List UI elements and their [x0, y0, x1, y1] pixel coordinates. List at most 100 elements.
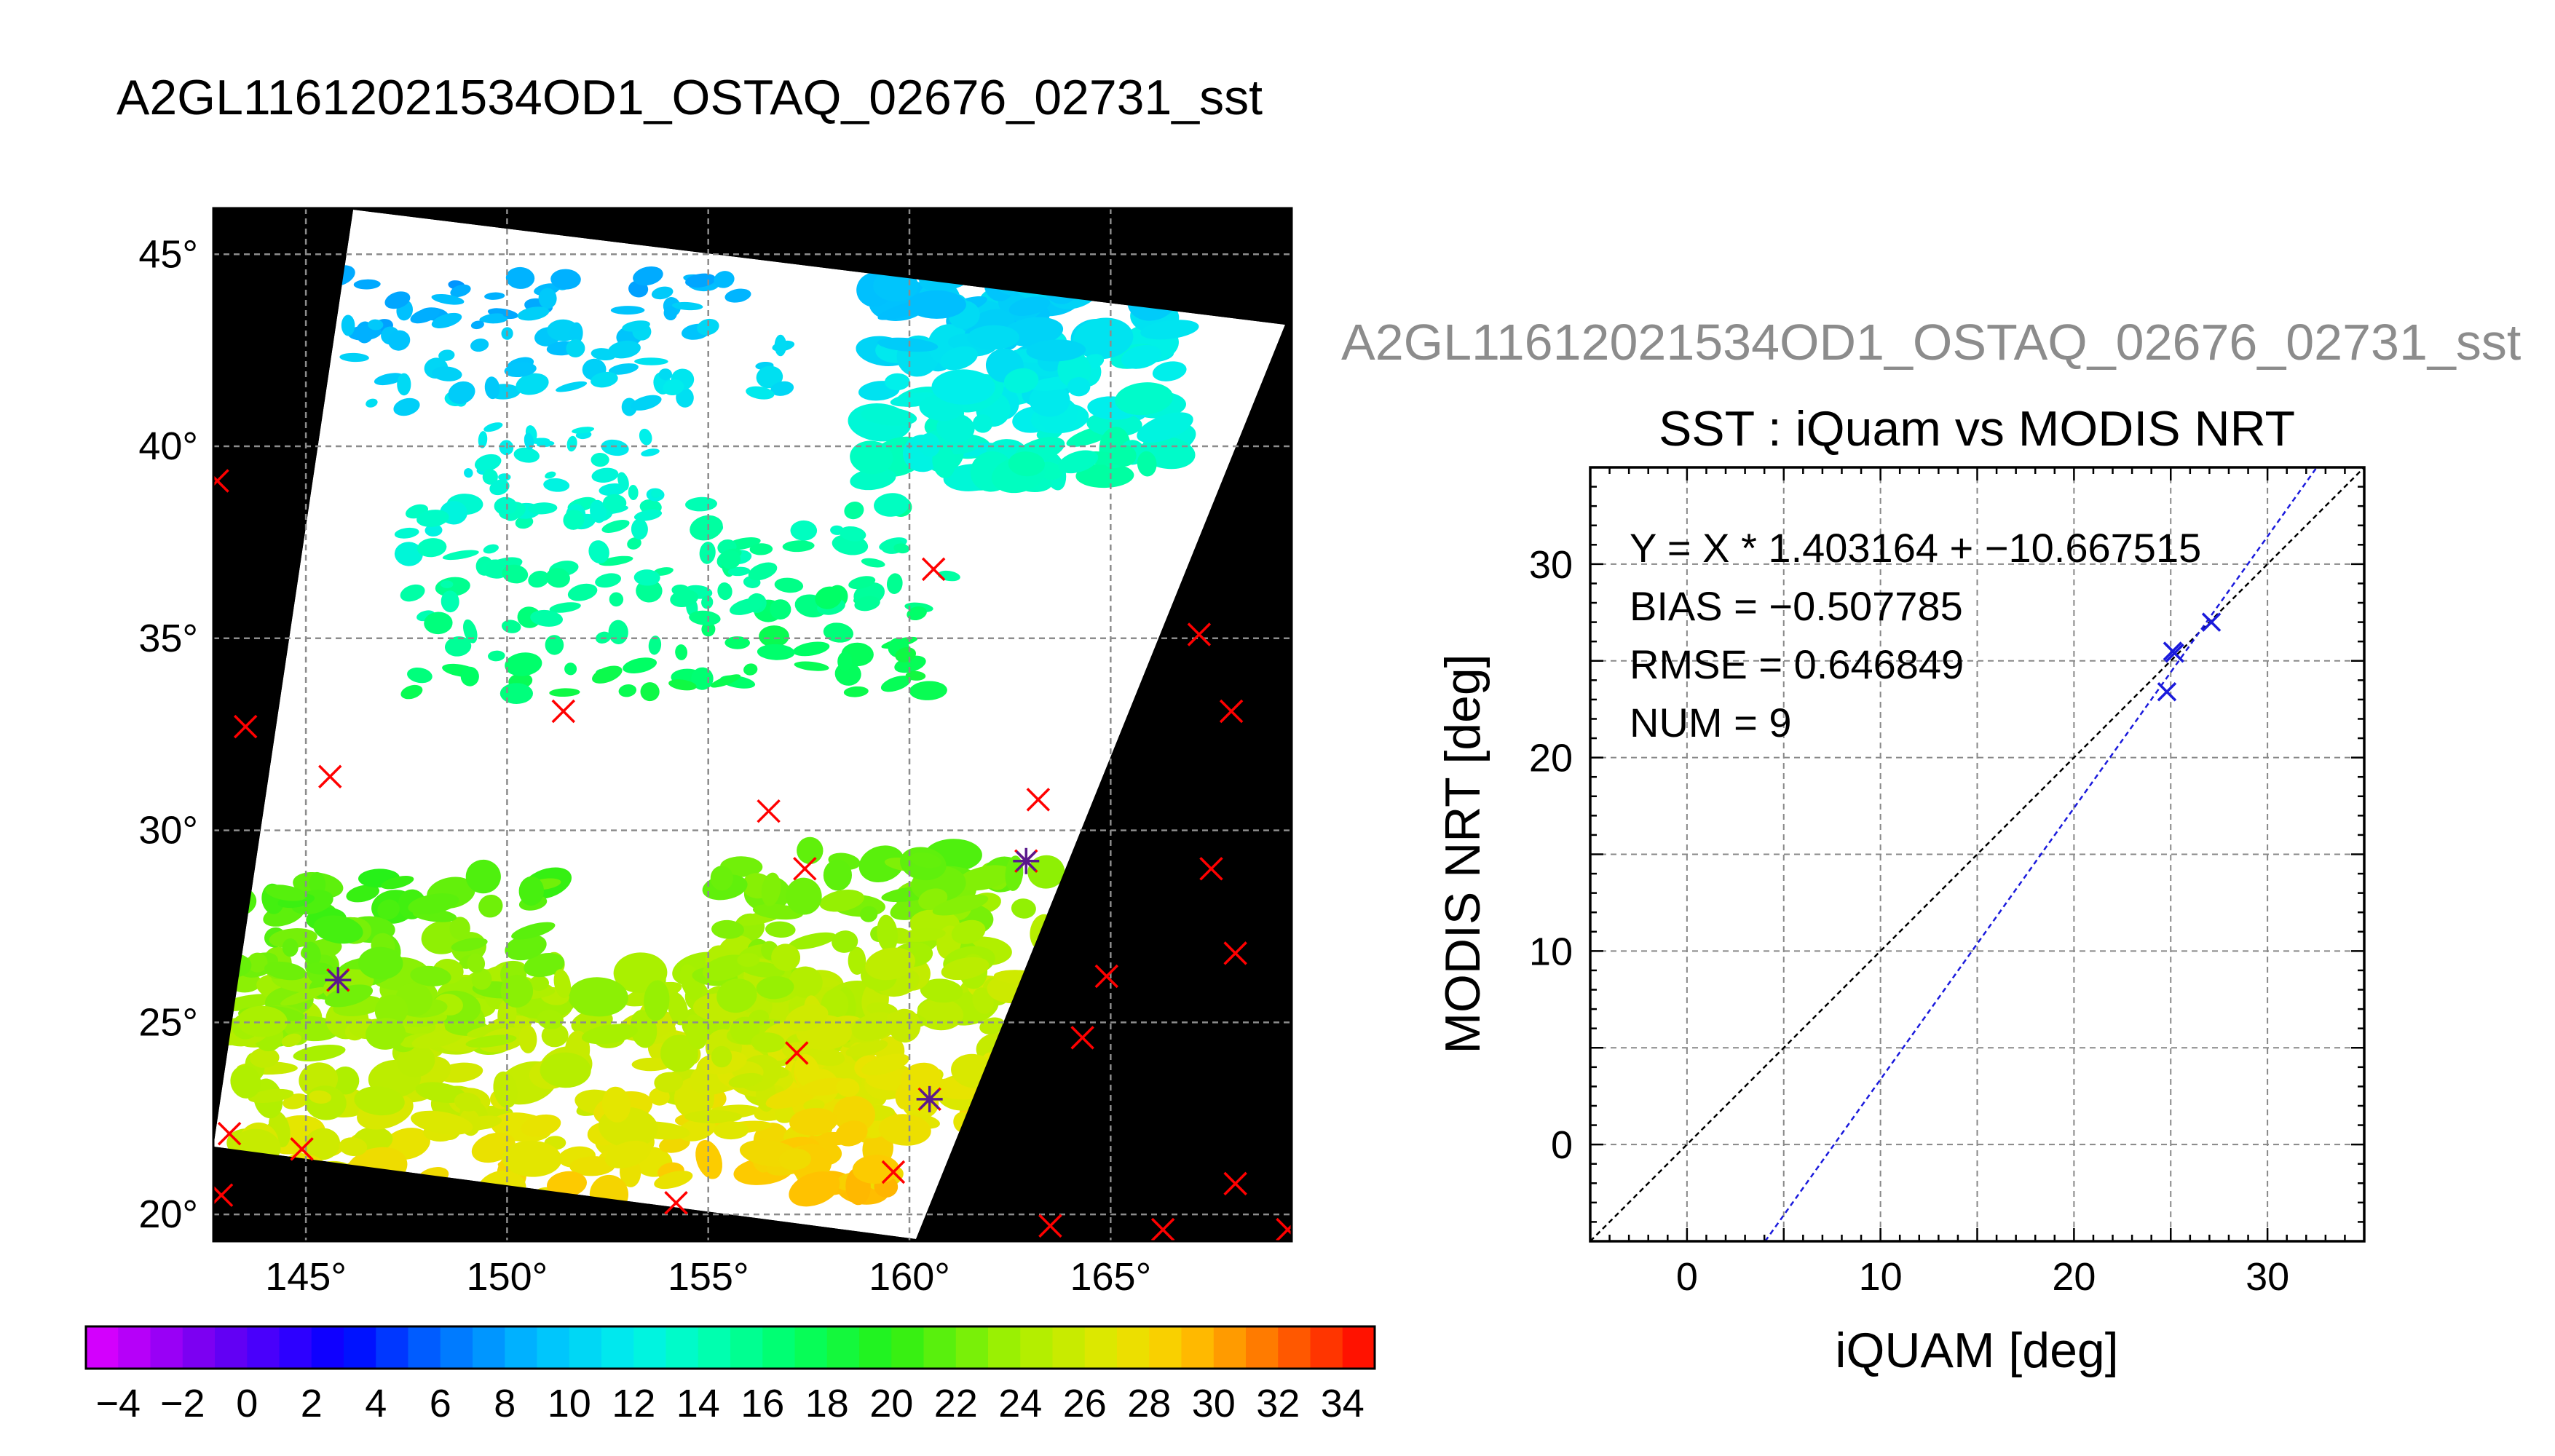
colorbar-cell: [408, 1326, 441, 1369]
colorbar-cells: [86, 1326, 1375, 1369]
colorbar-tick-label: 6: [430, 1382, 451, 1425]
colorbar-cell: [1084, 1326, 1118, 1369]
colorbar-cell: [859, 1326, 892, 1369]
colorbar-cell: [118, 1326, 151, 1369]
colorbar-tick-label: 2: [301, 1382, 323, 1425]
map-x-tick-label: 150°: [467, 1255, 548, 1299]
scatter-grid: [1590, 467, 2364, 1241]
iquam-point: [785, 1041, 809, 1065]
iquam-point: [793, 857, 817, 881]
colorbar-cell: [86, 1326, 119, 1369]
colorbar-cell: [666, 1326, 699, 1369]
colorbar-cell: [1246, 1326, 1279, 1369]
map-y-tick-label: 25°: [138, 1000, 198, 1044]
iquam-point: [213, 469, 229, 493]
map-y-tick-label: 30°: [138, 809, 198, 852]
colorbar-cell: [633, 1326, 667, 1369]
sst-map: 145° 150° 155° 160° 165° 20° 25° 30° 35° 40° 45°: [138, 207, 1293, 1299]
colorbar-cell: [698, 1326, 731, 1369]
colorbar-tick-label: −4: [95, 1382, 141, 1425]
scatter-points: [2157, 612, 2222, 702]
colorbar-cell: [762, 1326, 796, 1369]
colorbar-cell: [182, 1326, 216, 1369]
colorbar-tick-label: 18: [805, 1382, 849, 1425]
colorbar-cell: [826, 1326, 860, 1369]
colorbar-cell: [1052, 1326, 1086, 1369]
scatter-x-tick-label: 10: [1859, 1255, 1903, 1299]
fit-line: [1764, 467, 2318, 1241]
colorbar-cell: [1181, 1326, 1215, 1369]
scatter-annotation: BIAS = −0.507785: [1630, 583, 1963, 629]
scatter-panel: SST : iQuam vs MODIS NRT 0 10 20 300102030 …: [1435, 401, 2366, 1378]
iquam-point: [1094, 964, 1119, 989]
scatter-ticks: 0 10 20 30 0 10 20 30: [1529, 466, 2366, 1299]
iquam-point: [921, 557, 946, 582]
colorbar-cell: [1213, 1326, 1247, 1369]
colorbar-tick-label: 26: [1063, 1382, 1107, 1425]
colorbar: −4 −2 0 2 4 6 8 10 12 14 16 18 20 22 24 26 28 30 32 34: [84, 1325, 1376, 1425]
colorbar-tick-label: 16: [741, 1382, 784, 1425]
iquam-point: [881, 1160, 906, 1184]
map-x-tick-label: 165°: [1070, 1255, 1151, 1299]
colorbar-tick-label: 8: [494, 1382, 516, 1425]
colorbar-frame: [84, 1325, 1376, 1370]
colorbar-tick-label: 34: [1321, 1382, 1365, 1425]
colorbar-cell: [311, 1326, 344, 1369]
colorbar-cell: [440, 1326, 473, 1369]
scatter-annotation: NUM = 9: [1630, 700, 1792, 745]
scatter-annotation: Y = X * 1.403164 + −10.667515: [1630, 525, 2201, 571]
colorbar-cell: [891, 1326, 925, 1369]
iquam-point: [1276, 1217, 1292, 1241]
iquam-point: [318, 764, 342, 788]
map-frame: [212, 207, 1293, 1243]
iquam-point: [290, 1137, 314, 1161]
iquam-point: [664, 1191, 688, 1215]
colorbar-cell: [1342, 1326, 1375, 1369]
colorbar-cell: [1310, 1326, 1343, 1369]
identity-line: [1590, 467, 2364, 1241]
scatter-y-tick-label: 30: [1529, 543, 1573, 587]
colorbar-tick-label: 22: [934, 1382, 978, 1425]
colorbar-cell: [794, 1326, 828, 1369]
colorbar-cell: [376, 1326, 409, 1369]
map-x-ticks: 145° 150° 155° 160° 165°: [265, 1255, 1151, 1299]
iquam-point: [1219, 699, 1244, 724]
scatter-x-tick-label: 30: [2246, 1255, 2289, 1299]
scatter-y-tick-label: 10: [1529, 930, 1573, 973]
colorbar-cell: [955, 1326, 989, 1369]
map-y-ticks: 20° 25° 30° 35° 40° 45°: [138, 232, 198, 1236]
colorbar-cell: [569, 1326, 602, 1369]
colorbar-tick-label: 4: [365, 1382, 387, 1425]
scatter-point: [2157, 682, 2177, 702]
colorbar-tick-label: 20: [869, 1382, 913, 1425]
iquam-point: [1199, 857, 1223, 881]
colorbar-tick-label: 10: [548, 1382, 591, 1425]
iquam-point: [1070, 1026, 1094, 1050]
colorbar-tick-label: −2: [160, 1382, 205, 1425]
sst-patches: [213, 208, 1292, 1241]
colorbar-cell: [923, 1326, 957, 1369]
map-x-tick-label: 145°: [265, 1255, 347, 1299]
colorbar-cell: [344, 1326, 376, 1369]
scatter-header-title: A2GL11612021534OD1_OSTAQ_02676_02731_sst: [1341, 314, 2522, 371]
colorbar-cell: [1117, 1326, 1150, 1369]
colorbar-cell: [1278, 1326, 1311, 1369]
matched-point: [1013, 847, 1040, 874]
matched-point: [916, 1085, 943, 1112]
colorbar-tick-label: 24: [998, 1382, 1042, 1425]
main-title: A2GL11612021534OD1_OSTAQ_02676_02731_sst: [117, 70, 1263, 125]
colorbar-tick-label: 14: [676, 1382, 720, 1425]
scatter-annotation: RMSE = 0.646849: [1630, 641, 1964, 687]
scatter-x-tick-label: 0: [1676, 1255, 1698, 1299]
scatter-title: SST : iQuam vs MODIS NRT: [1659, 401, 2295, 456]
colorbar-tick-label: 12: [612, 1382, 655, 1425]
colorbar-cell: [150, 1326, 183, 1369]
colorbar-tick-label: 0: [236, 1382, 258, 1425]
map-y-tick-label: 45°: [138, 232, 198, 276]
scatter-annotations: Y = X * 1.403164 + −10.667515 BIAS = −0.5…: [1630, 525, 2201, 745]
colorbar-tick-label: 32: [1256, 1382, 1300, 1425]
scatter-y-tick-label: 20: [1529, 737, 1573, 780]
colorbar-cell: [215, 1326, 248, 1369]
iquam-point: [1223, 941, 1247, 965]
